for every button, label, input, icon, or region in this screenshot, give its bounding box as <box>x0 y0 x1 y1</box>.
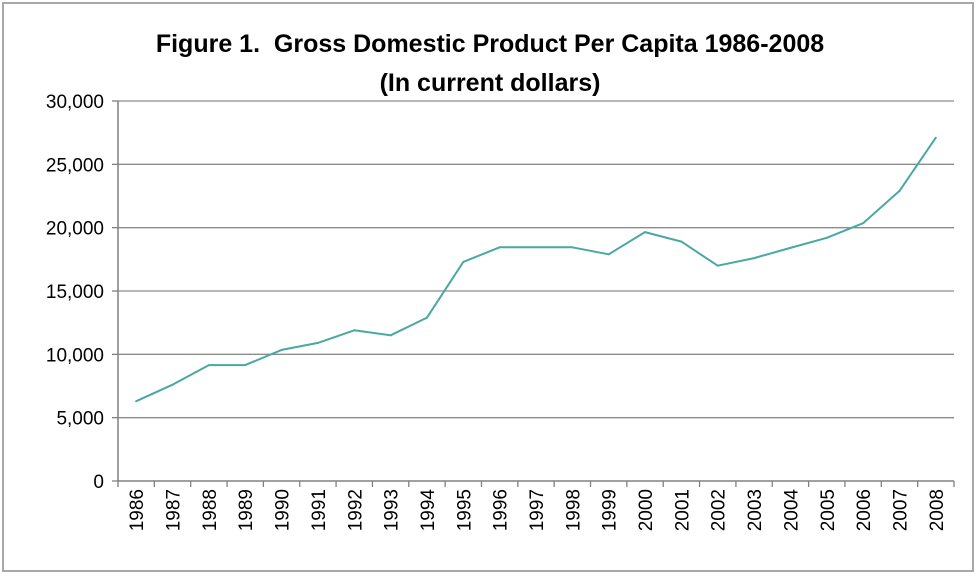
data-point <box>934 136 937 139</box>
y-tick-label: 0 <box>93 472 104 493</box>
x-tick-label: 2004 <box>781 489 802 532</box>
data-point <box>316 341 319 344</box>
x-tick-label: 2005 <box>818 489 839 531</box>
y-tick-label: 10,000 <box>46 345 104 366</box>
axes <box>112 100 955 487</box>
x-tick-label: 1990 <box>273 489 294 531</box>
x-tick-label: 1987 <box>164 489 185 531</box>
x-tick-label: 1998 <box>563 489 584 531</box>
x-tick-label: 1993 <box>382 489 403 531</box>
x-tick-label: 1988 <box>200 489 221 531</box>
y-tick-labels: 0 5,000 10,000 15,000 20,000 25,000 30,000 <box>46 92 104 493</box>
series-layer <box>135 136 937 403</box>
data-point <box>644 231 647 234</box>
y-tick-label: 20,000 <box>46 219 104 240</box>
data-point <box>353 329 356 332</box>
y-tick-label: 15,000 <box>46 282 104 303</box>
x-tick-label: 2001 <box>672 489 693 531</box>
x-tick-label: 1992 <box>345 489 366 531</box>
x-tick-label: 2000 <box>636 489 657 531</box>
data-point <box>680 240 683 243</box>
x-tick-label: 1986 <box>127 489 148 531</box>
data-point <box>171 383 174 386</box>
x-tick-label: 1994 <box>418 489 439 532</box>
data-point <box>462 260 465 263</box>
gridlines <box>118 100 954 419</box>
data-point <box>498 246 501 249</box>
data-point <box>753 257 756 260</box>
x-tick-label: 1997 <box>527 489 548 531</box>
data-point <box>244 364 247 367</box>
x-tick-labels: 1986 1987 1988 1989 1990 1991 1992 1993 1994 1995… <box>127 489 948 532</box>
x-tick-label: 2007 <box>890 489 911 531</box>
data-point <box>898 189 901 192</box>
x-tick-label: 2008 <box>927 489 948 531</box>
y-tick-label: 30,000 <box>46 92 104 113</box>
chart-subtitle: (In current dollars) <box>379 69 601 97</box>
data-point <box>389 334 392 337</box>
data-point <box>280 348 283 351</box>
x-tick-label: 2006 <box>854 489 875 531</box>
x-tick-label: 1991 <box>309 489 330 531</box>
data-point <box>135 400 138 403</box>
data-point <box>607 253 610 256</box>
x-tick-label: 2002 <box>709 489 730 531</box>
data-point <box>425 316 428 319</box>
chart-frame <box>2 2 974 572</box>
data-point <box>825 236 828 239</box>
data-point <box>207 364 210 367</box>
data-point <box>535 246 537 249</box>
x-tick-label: 2003 <box>745 489 766 531</box>
y-tick-label: 5,000 <box>56 409 104 430</box>
series-line <box>135 137 937 403</box>
chart-title: Figure 1. Gross Domestic Product Per Cap… <box>155 30 825 58</box>
data-point <box>571 246 574 249</box>
x-tick-label: 1999 <box>600 489 621 531</box>
data-point <box>789 246 792 249</box>
x-tick-label: 1996 <box>491 489 512 531</box>
y-tick-label: 25,000 <box>46 155 104 176</box>
x-tick-label: 1989 <box>236 489 257 531</box>
data-point <box>862 222 865 225</box>
data-point <box>716 264 719 267</box>
x-tick-label: 1995 <box>454 489 475 531</box>
